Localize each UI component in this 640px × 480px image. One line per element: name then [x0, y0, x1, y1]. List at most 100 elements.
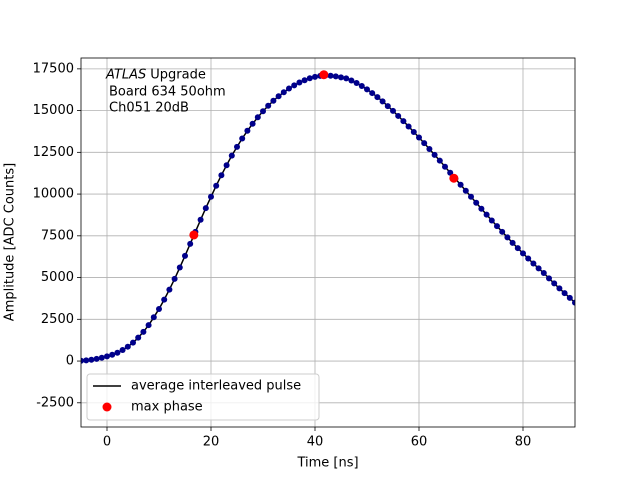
sample-point — [561, 290, 568, 297]
sample-point — [442, 163, 448, 170]
y-tick-label: 7500 — [41, 228, 74, 243]
sample-point — [436, 157, 443, 164]
sample-point — [124, 343, 131, 350]
sample-point — [551, 280, 558, 287]
y-tick-label: 0 — [66, 354, 74, 369]
sample-point — [197, 216, 204, 223]
y-axis-label: Amplitude [ADC Counts] — [3, 163, 18, 321]
sample-point — [540, 270, 547, 277]
max-phase-point — [319, 70, 329, 80]
y-tick-label: 5000 — [41, 270, 74, 285]
sample-point — [119, 347, 126, 354]
sample-point — [379, 98, 386, 105]
sample-point — [83, 357, 90, 364]
sample-point — [109, 351, 116, 358]
annotation-label: Upgrade — [150, 68, 206, 83]
sample-point — [156, 305, 162, 312]
sample-point — [431, 151, 438, 158]
sample-point — [166, 286, 173, 293]
sample-point — [468, 193, 474, 200]
sample-point — [260, 108, 266, 115]
y-tick-label: 12500 — [33, 145, 74, 160]
sample-point — [161, 296, 168, 303]
y-tick-label: 2500 — [41, 312, 74, 327]
annotation-experiment: ATLAS — [105, 68, 146, 83]
sample-point — [88, 356, 95, 363]
sample-point — [239, 135, 246, 142]
x-axis-label: Time [ns] — [296, 456, 358, 471]
sample-point — [270, 97, 277, 104]
legend: average interleaved pulse max phase — [86, 373, 320, 421]
sample-point — [488, 217, 495, 224]
sample-point — [410, 128, 417, 135]
sample-point — [520, 250, 526, 257]
sample-point — [478, 205, 485, 212]
sample-point — [405, 123, 412, 130]
sample-point — [176, 264, 183, 271]
sample-point — [416, 134, 422, 141]
x-tick-label: 60 — [411, 435, 428, 450]
sample-point — [280, 89, 287, 96]
sample-point — [421, 140, 428, 147]
sample-point — [93, 355, 100, 362]
annotation-line: Ch051 20dB — [109, 101, 189, 116]
sample-point — [514, 245, 521, 252]
sample-point — [535, 265, 542, 272]
sample-point — [374, 94, 381, 101]
sample-point — [525, 255, 532, 262]
sample-point — [81, 357, 84, 364]
sample-point — [135, 334, 142, 341]
sample-point — [98, 354, 105, 361]
sample-point — [358, 83, 365, 90]
legend-label: max phase — [131, 400, 203, 415]
sample-point — [249, 120, 256, 127]
sample-point — [504, 234, 511, 241]
sample-point — [499, 228, 506, 235]
sample-point — [338, 74, 344, 81]
sample-point — [114, 349, 121, 356]
sample-point — [218, 172, 225, 179]
sample-point — [150, 314, 157, 321]
y-tick-label: 17500 — [33, 61, 74, 76]
sample-point — [228, 152, 235, 159]
legend-frame — [86, 373, 320, 421]
sample-point — [223, 162, 230, 169]
sample-point — [140, 328, 147, 335]
sample-point — [244, 127, 251, 134]
legend-marker — [102, 402, 112, 412]
y-tick-label: 15000 — [33, 103, 74, 118]
sample-point — [145, 322, 152, 329]
sample-point — [343, 75, 350, 82]
sample-point — [327, 72, 334, 79]
sample-point — [301, 77, 308, 84]
sample-point — [306, 75, 313, 82]
sample-point — [202, 205, 209, 212]
ticks: 0 20 40 60 80 -2500 0 2500 5000 7500 10000 12500 150… — [33, 61, 532, 449]
sample-point — [572, 299, 575, 306]
y-tick-label: -2500 — [36, 395, 74, 410]
x-tick-label: 80 — [515, 435, 532, 450]
sample-point — [546, 275, 552, 282]
legend-label: average interleaved pulse — [131, 379, 301, 394]
sample-point — [556, 285, 563, 292]
sample-point — [296, 79, 303, 86]
sample-point — [312, 73, 318, 80]
x-tick-label: 20 — [203, 435, 220, 450]
sample-point — [530, 260, 537, 267]
sample-point — [390, 107, 396, 114]
sample-point — [182, 252, 188, 259]
sample-point — [457, 181, 464, 188]
sample-point — [426, 145, 433, 152]
sample-point — [473, 199, 480, 206]
sample-point — [275, 93, 282, 100]
sample-point — [208, 193, 214, 200]
sample-point — [353, 80, 360, 87]
sample-point — [332, 73, 339, 80]
sample-point — [291, 82, 298, 89]
sample-point — [494, 223, 500, 230]
sample-point — [234, 143, 240, 150]
sample-point — [104, 353, 110, 360]
y-tick-label: 10000 — [33, 187, 74, 202]
sample-point — [395, 112, 402, 119]
